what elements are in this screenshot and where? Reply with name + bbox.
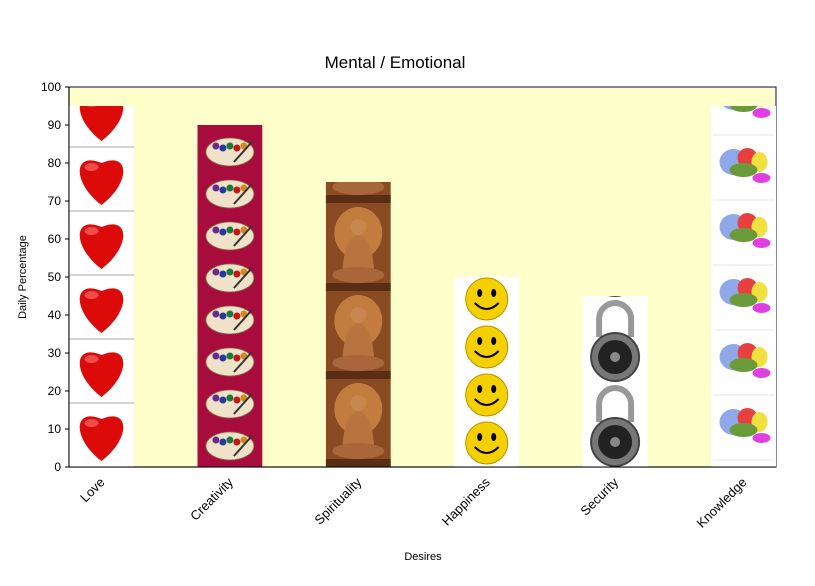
heart-icon (69, 338, 134, 397)
y-tick-label: 80 (48, 156, 62, 170)
buddha-icon (325, 295, 391, 379)
bar-creativity (197, 125, 263, 467)
buddha-icon (325, 207, 391, 291)
heart-icon (69, 210, 134, 269)
heart-icon (69, 402, 134, 461)
x-tick-label: Love (77, 475, 108, 506)
paint-palette-icon (205, 179, 255, 209)
paint-palette-icon (205, 389, 255, 419)
paint-palette-icon (205, 347, 255, 377)
x-tick-label: Happiness (439, 474, 493, 528)
y-tick-label: 40 (48, 308, 62, 322)
brain-diagram-icon (713, 106, 774, 136)
bar-spirituality (325, 182, 391, 467)
brain-diagram-icon (713, 278, 774, 331)
plot-area (68, 86, 777, 468)
y-tick-label: 30 (48, 346, 62, 360)
bar-background (69, 106, 134, 467)
y-tick-label: 60 (48, 232, 62, 246)
smiley-face-icon (465, 373, 509, 417)
y-tick-label: 0 (54, 460, 61, 474)
heart-icon (69, 146, 134, 205)
y-tick-label: 50 (48, 270, 62, 284)
smiley-face-icon (465, 277, 509, 321)
bar-love (69, 106, 134, 467)
y-axis-label: Daily Percentage (17, 235, 29, 319)
y-tick-label: 100 (41, 80, 61, 94)
bar-knowledge (711, 106, 776, 467)
brain-diagram-icon (713, 148, 774, 201)
buddha-icon (325, 383, 391, 467)
y-tick-label: 90 (48, 118, 62, 132)
bar-security (582, 296, 648, 467)
buddha-icon (325, 182, 391, 203)
bar-happiness (454, 277, 520, 467)
brain-diagram-icon (713, 408, 774, 461)
y-tick-label: 10 (48, 422, 62, 436)
x-tick-label: Spirituality (311, 474, 364, 527)
combination-lock-icon (590, 385, 641, 467)
smiley-face-icon (465, 421, 509, 465)
paint-palette-icon (205, 137, 255, 167)
combination-lock-icon (590, 300, 641, 382)
paint-palette-icon (205, 305, 255, 335)
heart-icon (69, 274, 134, 333)
x-tick-label: Knowledge (694, 475, 750, 531)
brain-diagram-icon (713, 343, 774, 396)
heart-icon (79, 106, 124, 141)
y-tick-label: 20 (48, 384, 62, 398)
paint-palette-icon (205, 263, 255, 293)
chart-title: Mental / Emotional (325, 53, 466, 72)
x-axis-label: Desires (404, 551, 442, 563)
x-tick-label: Security (577, 474, 621, 518)
y-tick-label: 70 (48, 194, 62, 208)
x-tick-label: Creativity (187, 474, 236, 523)
paint-palette-icon (205, 431, 255, 461)
brain-diagram-icon (713, 213, 774, 266)
paint-palette-icon (205, 221, 255, 251)
smiley-face-icon (465, 325, 509, 369)
